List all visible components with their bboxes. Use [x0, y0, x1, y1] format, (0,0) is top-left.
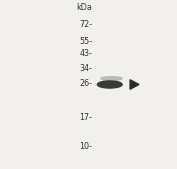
Text: 26-: 26-: [79, 79, 92, 88]
Text: 34-: 34-: [79, 64, 92, 73]
Text: 43-: 43-: [79, 49, 92, 58]
Polygon shape: [130, 80, 139, 89]
Text: 17-: 17-: [79, 113, 92, 122]
Ellipse shape: [101, 77, 122, 80]
Text: 72-: 72-: [79, 20, 92, 29]
Text: 55-: 55-: [79, 37, 92, 46]
Ellipse shape: [97, 81, 122, 88]
Text: kDa: kDa: [76, 3, 92, 12]
Text: 10-: 10-: [79, 142, 92, 151]
